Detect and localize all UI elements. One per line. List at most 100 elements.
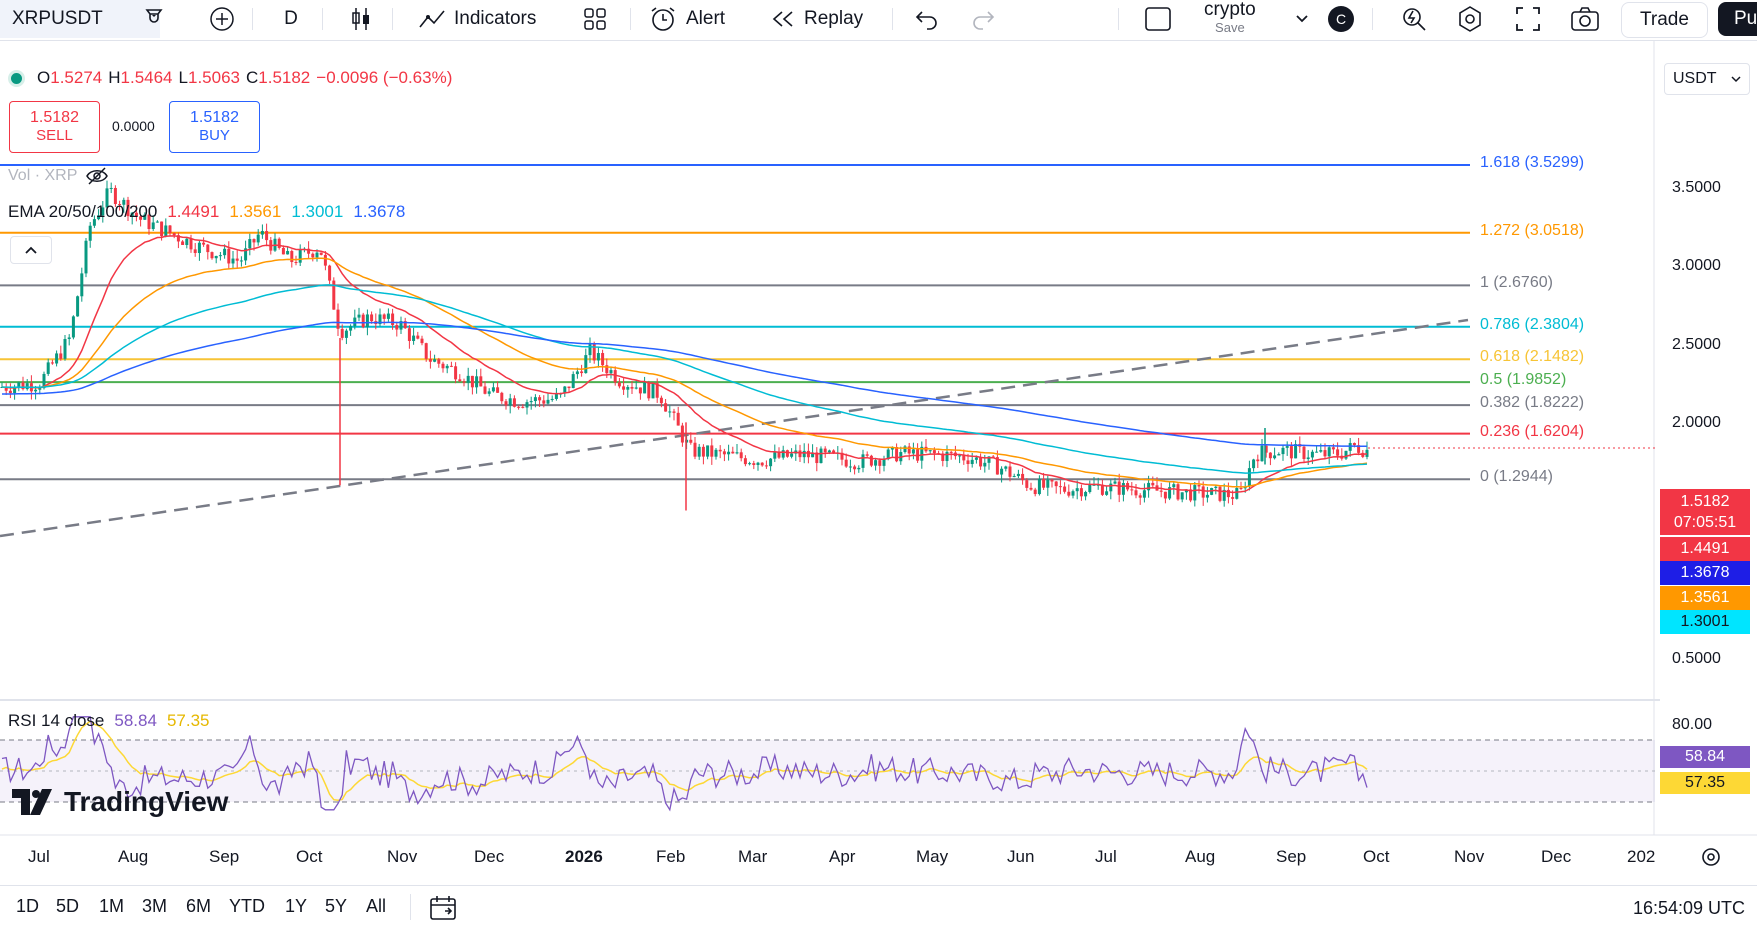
time-axis-label: Aug [118, 847, 149, 866]
candle-body [966, 460, 970, 465]
templates-button[interactable] [580, 0, 610, 38]
publish-button[interactable]: Pu [1718, 2, 1757, 36]
candle-body [647, 382, 651, 399]
candle-body [13, 387, 17, 394]
quick-search-button[interactable] [1398, 0, 1430, 38]
candle-body [979, 457, 983, 467]
volume-legend[interactable]: Vol · XRP [8, 166, 109, 186]
price-chart[interactable] [0, 41, 1757, 885]
rsi-ma-line [1, 720, 1368, 802]
candle-body [848, 466, 852, 468]
trade-button[interactable]: Trade [1621, 2, 1708, 38]
chart-area[interactable] [0, 41, 1757, 885]
range-button-1y[interactable]: 1Y [285, 896, 308, 916]
sell-button[interactable]: 1.5182 SELL [9, 101, 100, 153]
symbol-search[interactable]: XRPUSDT [0, 0, 163, 38]
utc-clock[interactable]: 16:54:09 UTC [1632, 898, 1745, 918]
fib-level-label: 0.786 (2.3804) [1480, 315, 1585, 333]
candle-body [1306, 457, 1310, 460]
candle-body [563, 386, 567, 394]
candle-body [496, 387, 500, 393]
layout-dropdown[interactable] [1292, 0, 1312, 38]
layout-name-button[interactable]: crypto Save [1204, 0, 1256, 38]
buy-label: BUY [199, 127, 230, 144]
candle-body [588, 344, 592, 356]
candle-body [134, 212, 138, 217]
interval-button[interactable]: D [284, 8, 298, 29]
candle-body [882, 459, 886, 466]
goto-date-button[interactable] [428, 894, 458, 927]
undo-button[interactable] [912, 0, 942, 38]
range-button-all[interactable]: All [366, 896, 387, 916]
ema200-value: 1.3678 [353, 202, 406, 221]
replay-button[interactable]: Replay [770, 0, 863, 38]
candle-body [1352, 443, 1356, 446]
candle-body [1100, 484, 1104, 495]
candle-body [857, 467, 861, 470]
redo-button[interactable] [968, 0, 998, 38]
range-button-5y[interactable]: 5Y [325, 896, 348, 916]
fullscreen-button[interactable] [1512, 0, 1544, 38]
add-symbol-button[interactable] [205, 0, 239, 38]
candle-body [1277, 454, 1281, 456]
layout-button[interactable] [1142, 0, 1174, 38]
range-button-3m[interactable]: 3M [142, 896, 168, 916]
alert-button[interactable]: Alert [648, 0, 725, 38]
currency-selector[interactable]: USDT [1664, 63, 1750, 95]
candle-body [504, 401, 508, 406]
candle-body [294, 262, 298, 264]
candle-type-button[interactable] [348, 0, 374, 38]
range-button-ytd[interactable]: YTD [229, 896, 265, 916]
buy-button[interactable]: 1.5182 BUY [169, 101, 260, 153]
candle-body [1092, 484, 1096, 486]
candle-body [1268, 452, 1272, 459]
candle-body [1021, 473, 1025, 481]
indicators-button[interactable]: Indicators [418, 0, 536, 38]
eye-hidden-icon[interactable] [85, 166, 109, 186]
candle-body [202, 242, 206, 245]
rsi-axis-label: 80.00 [1672, 716, 1713, 733]
candle-body [1109, 483, 1113, 492]
market-status-icon [8, 69, 25, 87]
volume-label: Vol · XRP [8, 167, 78, 184]
candle-body [433, 359, 437, 362]
collapse-legend-button[interactable] [10, 236, 52, 264]
candle-body [34, 389, 38, 392]
candle-body [1134, 490, 1138, 496]
chevron-up-icon [25, 246, 37, 254]
ema-legend[interactable]: EMA 20/50/100/200 1.4491 1.3561 1.3001 1… [8, 202, 405, 222]
candle-body [391, 313, 395, 326]
time-axis-label: Jun [1007, 847, 1035, 866]
candle-body [1042, 479, 1046, 488]
range-button-1m[interactable]: 1M [99, 896, 125, 916]
candle-body [122, 199, 126, 205]
candle-body [575, 371, 579, 375]
time-axis-settings-button[interactable] [1700, 846, 1722, 873]
candle-body [1365, 449, 1369, 457]
range-button-6m[interactable]: 6M [186, 896, 212, 916]
candle-body [1323, 450, 1327, 457]
snapshot-button[interactable] [1568, 0, 1602, 38]
candle-body [890, 446, 894, 450]
candle-body [1260, 445, 1264, 462]
undo-icon [915, 11, 937, 30]
candle-body [21, 382, 25, 390]
candle-body [567, 386, 571, 389]
candle-body [1075, 488, 1079, 492]
account-button[interactable]: C [1326, 0, 1356, 38]
candle-body [630, 387, 634, 389]
candle-body [542, 400, 546, 404]
compare-icon[interactable] [143, 5, 165, 33]
range-button-5d[interactable]: 5D [56, 896, 80, 916]
candle-body [731, 451, 735, 454]
range-button-1d[interactable]: 1D [16, 896, 40, 916]
time-axis-label: 2026 [565, 847, 603, 866]
candle-body [231, 258, 235, 264]
candle-body [172, 233, 176, 236]
tradingview-logo[interactable]: TradingView [12, 786, 228, 818]
rsi-legend[interactable]: RSI 14 close 58.84 57.35 [8, 711, 209, 731]
candle-body [932, 450, 936, 454]
candle-body [1168, 487, 1172, 499]
settings-button[interactable] [1454, 0, 1486, 38]
time-axis-label: Jul [28, 847, 50, 866]
